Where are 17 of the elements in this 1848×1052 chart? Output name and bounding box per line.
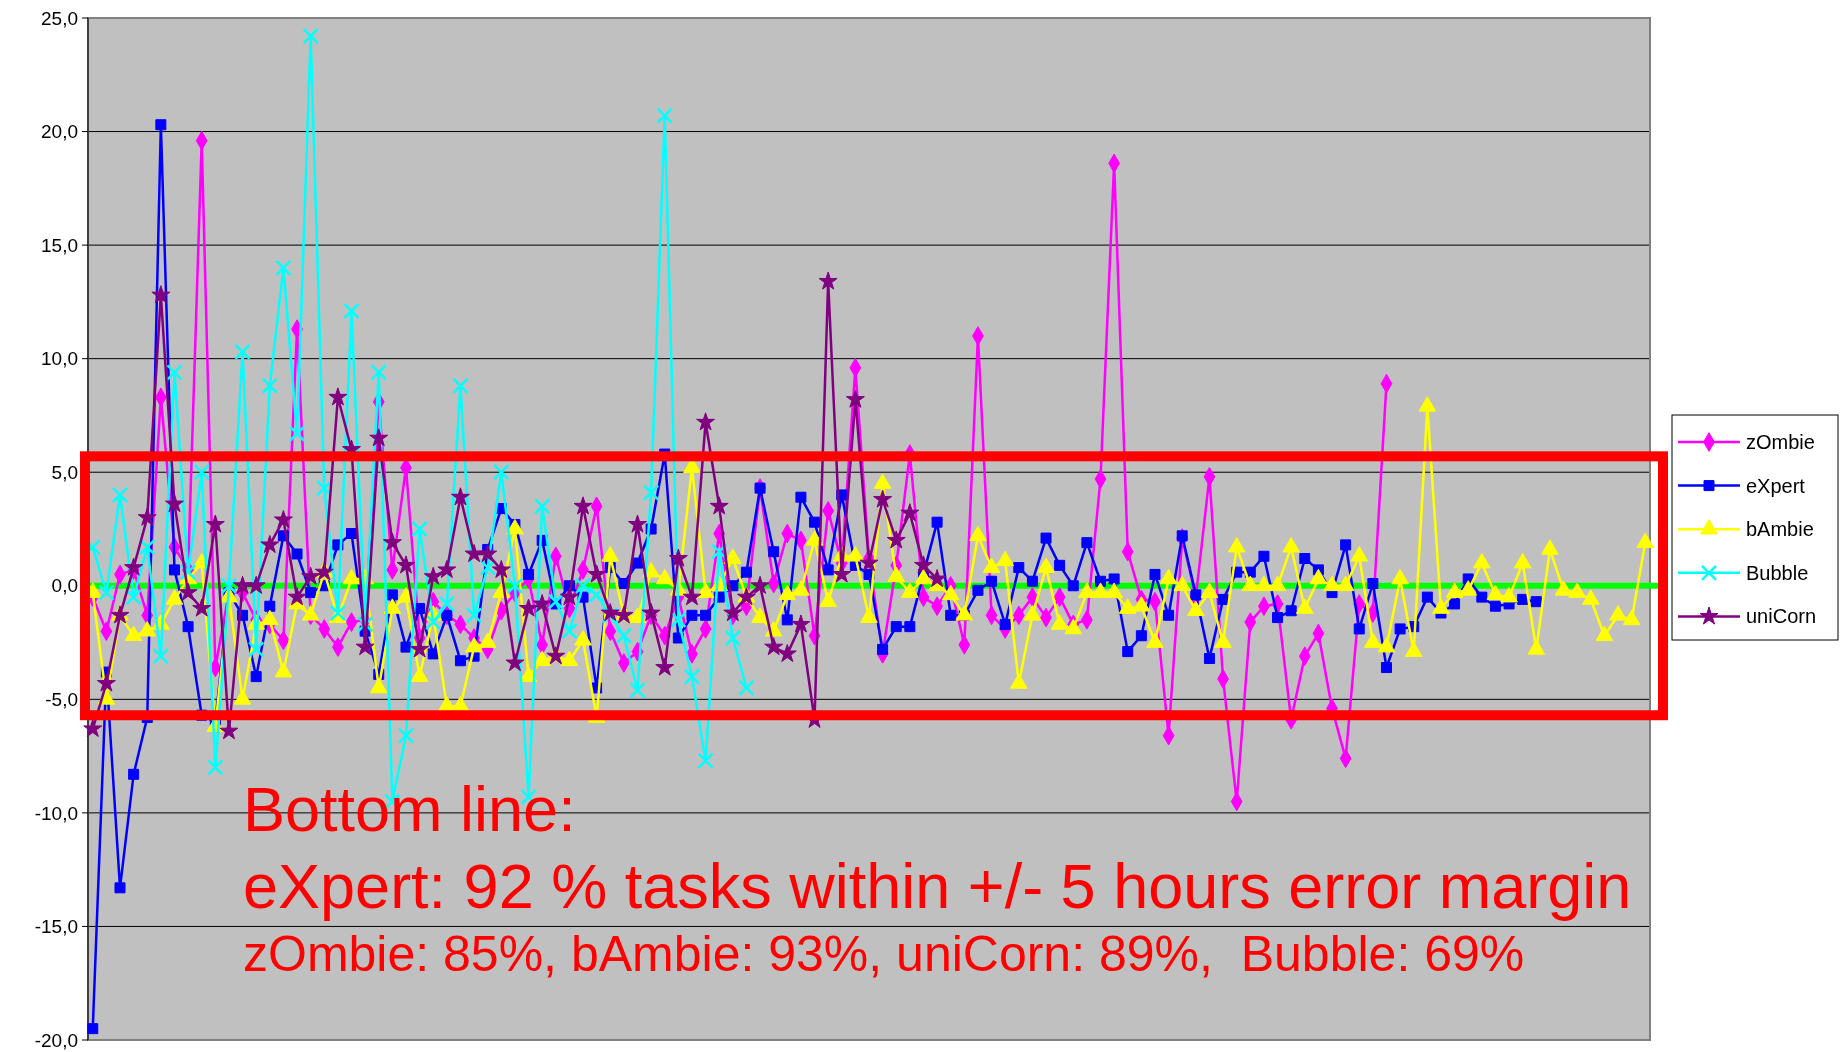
y-tick-label: -10,0	[34, 802, 78, 824]
legend-label: bAmbie	[1746, 518, 1814, 541]
legend-label: Bubble	[1746, 561, 1809, 584]
y-tick-label: 5,0	[51, 461, 78, 483]
legend-label: zOmbie	[1746, 431, 1815, 453]
y-tick-label: 15,0	[41, 234, 78, 256]
y-tick-label: 20,0	[41, 121, 78, 143]
y-tick-label: -5,0	[45, 688, 78, 710]
y-tick-label: 0,0	[51, 575, 78, 597]
y-tick-label: -20,0	[34, 1029, 78, 1051]
y-tick-label: 25,0	[41, 7, 78, 29]
annotation: eXpert: 92 % tasks within +/- 5 hours error margin	[243, 851, 1632, 921]
annotation: zOmbie: 85%, bAmbie: 93%, uniCorn: 89%, Bubble: 69%	[243, 926, 1525, 982]
legend-label: eXpert	[1746, 474, 1806, 497]
y-tick-label: 10,0	[41, 348, 78, 370]
legend-label: uniCorn	[1746, 605, 1817, 628]
y-tick-label: -15,0	[34, 916, 78, 938]
